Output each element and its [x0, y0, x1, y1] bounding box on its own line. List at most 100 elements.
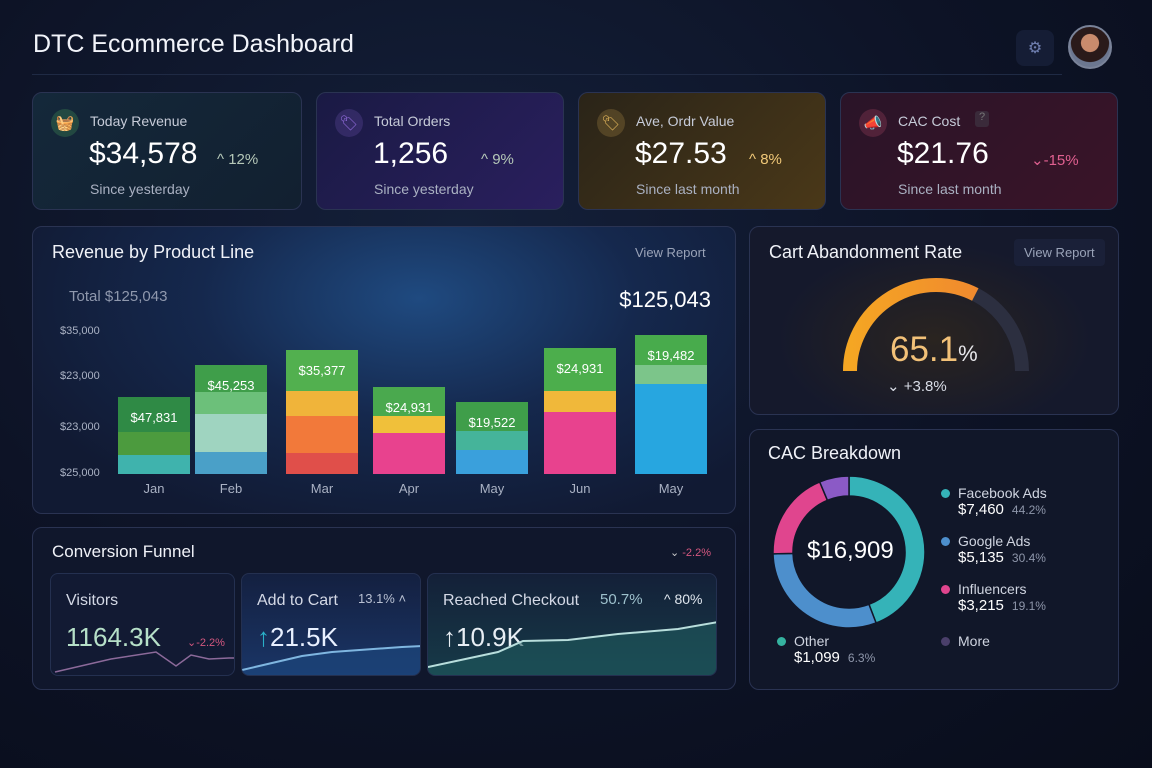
kpi-value: $21.76 — [897, 137, 989, 170]
gauge-unit: % — [958, 341, 978, 366]
kpi-card-1[interactable]: 🏷 Total Orders 1,256 ^ 9% Since yesterda… — [316, 92, 564, 210]
legend-google-ads: Google Ads $5,135 30.4% — [941, 533, 1046, 566]
legend-more[interactable]: More — [941, 633, 990, 649]
funnel-change: ⌄ -2.2% — [670, 546, 711, 559]
legend-name: Facebook Ads — [958, 485, 1047, 501]
bar-segment — [118, 397, 190, 432]
kpi-label: Total Orders — [374, 113, 451, 129]
kpi-card-3[interactable]: 📣 CAC Cost ? $21.76 ⌄-15% Since last mon… — [840, 92, 1118, 210]
panel-title: Revenue by Product Line — [52, 242, 255, 262]
kpi-label: Ave, Ordr Value — [636, 113, 735, 129]
sparkline — [54, 651, 234, 673]
bar-segment — [286, 391, 358, 416]
x-tick: May — [658, 481, 684, 496]
kpi-value: $27.53 — [635, 137, 727, 170]
bar-value-label: $35,377 — [298, 363, 346, 379]
funnel-stage-visitors[interactable]: Visitors 1164.3K ⌄-2.2% — [50, 573, 235, 676]
kpi-subtitle: Since yesterday — [374, 181, 474, 197]
bar-segment — [544, 390, 616, 413]
x-tick: Jun — [569, 481, 591, 496]
page-title: DTC Ecommerce Dashboard — [33, 30, 354, 58]
view-report-link[interactable]: View Report — [635, 245, 706, 260]
gauge-value: 65.1% — [890, 330, 978, 370]
x-tick: Apr — [398, 481, 420, 496]
bar-segment — [195, 364, 267, 393]
y-tick: $23,000 — [60, 370, 100, 382]
legend-dot — [941, 585, 950, 594]
legend-dot — [777, 637, 786, 646]
bar-value-label: $45,253 — [207, 377, 255, 393]
gauge-change: ⌄ +3.8% — [887, 377, 947, 395]
bar-mar[interactable] — [286, 350, 358, 474]
gauge-number: 65.1 — [890, 330, 959, 369]
bar-segment — [118, 454, 190, 474]
legend-amount: $7,460 — [958, 501, 1004, 518]
gauge-fill — [843, 278, 979, 372]
divider — [32, 74, 1062, 75]
change-text: 80% — [674, 591, 703, 607]
kpi-value: 1,256 — [373, 137, 449, 170]
panel-title: CAC Breakdown — [768, 443, 902, 463]
bar-segment — [118, 431, 190, 455]
rate-text: 13.1% — [358, 591, 395, 606]
bar-value-label: $47,831 — [130, 410, 178, 426]
donut-slice-other[interactable] — [818, 475, 850, 502]
kpi-label: Today Revenue — [90, 113, 188, 129]
bar-segment — [195, 413, 267, 453]
legend-pct: 6.3% — [847, 651, 876, 665]
bar-jan[interactable] — [118, 397, 190, 474]
legend-dot — [941, 537, 950, 546]
kpi-subtitle: Since yesterday — [90, 181, 190, 197]
bar-apr[interactable] — [373, 387, 445, 474]
gauge — [843, 278, 1029, 372]
bar-segment — [544, 412, 616, 474]
donut-chart — [772, 475, 926, 629]
funnel-stage-add-to-cart[interactable]: Add to Cart 13.1% ˄ ↑21.5K — [241, 573, 421, 676]
bar-segment — [635, 383, 707, 474]
stage-label: Add to Cart — [257, 592, 338, 609]
settings-button[interactable]: ⚙ — [1016, 30, 1054, 66]
bar-segment — [286, 452, 358, 474]
panel-title: Conversion Funnel — [52, 542, 195, 561]
bar-segment — [286, 415, 358, 453]
price-tag-icon: 🏷 — [597, 109, 625, 137]
x-tick: Mar — [310, 481, 334, 496]
stage-value: 1164.3K — [66, 622, 161, 652]
donut-slice-facebook-ads[interactable] — [848, 475, 926, 624]
view-report-link[interactable]: View Report — [1014, 239, 1105, 266]
sparkline — [428, 621, 716, 675]
kpi-card-0[interactable]: 🧺 Today Revenue $34,578 ^ 12% Since yest… — [32, 92, 302, 210]
x-tick: May — [479, 481, 505, 496]
y-tick: $23,000 — [60, 421, 100, 433]
bar-may[interactable] — [635, 334, 707, 474]
stage-label: Visitors — [66, 592, 119, 609]
bar-may[interactable] — [456, 401, 528, 474]
kpi-change: ^ 12% — [217, 151, 258, 168]
bar-segment — [456, 401, 528, 431]
x-tick: Feb — [219, 481, 243, 496]
change-text: 12% — [228, 151, 259, 168]
legend-influencers: Influencers $3,215 19.1% — [941, 581, 1046, 614]
help-icon[interactable]: ? — [975, 111, 989, 127]
legend-amount: $3,215 — [958, 597, 1004, 614]
bar-segment — [195, 392, 267, 414]
bar-segment — [544, 347, 616, 391]
avatar[interactable] — [1068, 25, 1112, 69]
legend-amount: $5,135 — [958, 549, 1004, 566]
kpi-change: ⌄-15% — [1031, 151, 1079, 169]
legend-name: Influencers — [958, 581, 1027, 597]
bar-feb[interactable] — [195, 364, 267, 474]
bar-jun[interactable] — [544, 347, 616, 474]
change-text: +3.8% — [903, 378, 947, 395]
bar-value-label: $19,522 — [468, 414, 516, 430]
tag-icon: 🏷 — [335, 109, 363, 137]
kpi-value: $34,578 — [89, 137, 198, 170]
bar-segment — [456, 450, 528, 474]
value-text: 21.5K — [270, 622, 338, 652]
funnel-stage-reached-checkout[interactable]: Reached Checkout 50.7% ^ 80% ↑10.9K — [427, 573, 717, 676]
bar-value-label: $19,482 — [647, 347, 695, 363]
bar-segment — [456, 430, 528, 451]
change-text: -2.2% — [196, 637, 225, 649]
kpi-card-2[interactable]: 🏷 Ave, Ordr Value $27.53 ^ 8% Since last… — [578, 92, 826, 210]
chevron-down-icon: ⌄ — [887, 378, 904, 395]
